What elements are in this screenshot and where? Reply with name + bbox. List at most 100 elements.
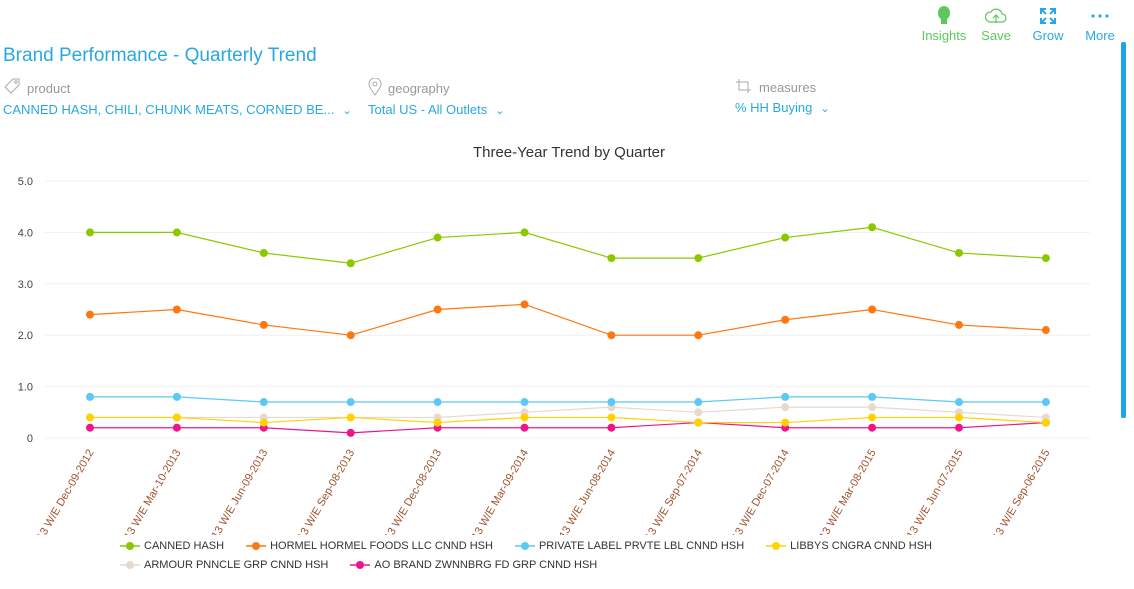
- data-point: [1041, 254, 1050, 263]
- legend-label: AO BRAND ZWNNBRG FD GRP CNND HSH: [374, 559, 598, 571]
- measures-filter: measures % HH Buying ⌄: [735, 78, 830, 115]
- chevron-down-icon: ⌄: [495, 105, 505, 117]
- data-point: [781, 403, 790, 412]
- legend-marker-icon: [514, 542, 535, 550]
- measures-dropdown[interactable]: % HH Buying ⌄: [735, 100, 830, 115]
- data-point: [172, 392, 181, 401]
- y-tick-label: 0: [27, 433, 33, 445]
- series-line: [89, 303, 1046, 336]
- data-point: [868, 392, 877, 401]
- data-point: [172, 228, 181, 237]
- x-tick-label: 13 W/E Jun-08-2014: [557, 448, 618, 536]
- data-point: [86, 228, 94, 237]
- data-point: [955, 248, 963, 257]
- data-point: [607, 254, 616, 263]
- y-tick-label: 1.0: [18, 382, 33, 394]
- data-point: [694, 331, 703, 340]
- geography-dropdown[interactable]: Total US - All Outlets ⌄: [368, 102, 504, 117]
- series-line: [90, 406, 1046, 419]
- series-line: [90, 226, 1046, 264]
- data-point: [868, 413, 877, 422]
- toolbar: Insights Save Grow More: [918, 4, 1126, 43]
- x-tick-label: 13 W/E Jun-07-2015: [905, 448, 966, 536]
- insights-button[interactable]: Insights: [918, 4, 970, 43]
- x-tick-label: 13 W/E Mar-09-2014: [470, 448, 531, 536]
- legend-item[interactable]: ARMOUR PNNCLE GRP CNND HSH: [120, 559, 328, 571]
- data-point: [433, 418, 442, 427]
- data-point: [172, 423, 181, 432]
- legend-label: ARMOUR PNNCLE GRP CNND HSH: [144, 559, 329, 571]
- data-point: [607, 423, 616, 432]
- scrollbar[interactable]: [1121, 42, 1126, 418]
- expand-icon: [1022, 4, 1074, 28]
- crop-icon: [735, 78, 753, 97]
- data-point: [781, 315, 790, 324]
- data-point: [520, 423, 529, 432]
- data-point: [607, 413, 616, 422]
- series-line: [90, 421, 1046, 434]
- legend-item[interactable]: PRIVATE LABEL PRVTE LBL CNND HSH: [514, 540, 745, 552]
- legend-item[interactable]: AO BRAND ZWNNBRG FD GRP CNND HSH: [350, 559, 597, 571]
- more-button[interactable]: More: [1074, 4, 1126, 43]
- geography-filter: geography Total US - All Outlets ⌄: [368, 77, 504, 117]
- data-point: [259, 398, 268, 407]
- chevron-down-icon: ⌄: [342, 105, 352, 117]
- data-point: [172, 413, 181, 422]
- data-point: [346, 428, 355, 437]
- grow-label: Grow: [1032, 28, 1064, 43]
- geography-value: Total US - All Outlets: [368, 102, 488, 117]
- chevron-down-icon: ⌄: [820, 103, 830, 115]
- y-tick-label: 2.0: [18, 330, 33, 342]
- lightbulb-icon: [918, 4, 970, 28]
- legend-label: CANNED HASH: [144, 540, 225, 552]
- measures-value: % HH Buying: [735, 100, 813, 115]
- x-tick-label: 13 W/E Dec-07-2014: [730, 448, 792, 536]
- x-tick-label: 13 W/E Sep-08-2013: [296, 448, 358, 536]
- data-point: [868, 403, 877, 412]
- y-tick-label: 4.0: [18, 227, 33, 239]
- legend-item[interactable]: CANNED HASH: [120, 540, 224, 552]
- data-point: [433, 305, 442, 314]
- page-title: Brand Performance - Quarterly Trend: [3, 45, 317, 66]
- data-point: [86, 392, 94, 401]
- data-point: [694, 408, 703, 417]
- data-point: [86, 310, 94, 319]
- data-point: [694, 418, 703, 427]
- product-value: CANNED HASH, CHILI, CHUNK MEATS, CORNED …: [3, 102, 335, 117]
- insights-label: Insights: [921, 28, 967, 43]
- chart-title: Three-Year Trend by Quarter: [473, 144, 665, 161]
- measures-label: measures: [759, 80, 817, 95]
- data-point: [172, 305, 181, 314]
- x-tick-label: 13 W/E Mar-10-2013: [122, 448, 183, 536]
- chart-legend: CANNED HASH HORMEL HORMEL FOODS LLC CNND …: [120, 540, 1020, 578]
- data-point: [1041, 398, 1050, 407]
- product-label: product: [27, 81, 71, 96]
- series-line: [90, 396, 1046, 403]
- data-point: [520, 413, 529, 422]
- product-dropdown[interactable]: CANNED HASH, CHILI, CHUNK MEATS, CORNED …: [3, 102, 352, 117]
- data-point: [520, 300, 529, 309]
- data-point: [607, 331, 616, 340]
- data-point: [259, 320, 268, 329]
- data-point: [86, 413, 94, 422]
- data-point: [520, 398, 529, 407]
- series-line: [90, 416, 1046, 424]
- legend-label: LIBBYS CNGRA CNND HSH: [790, 540, 932, 552]
- x-tick-label: 13 W/E Sep-07-2014: [643, 448, 705, 536]
- legend-marker-icon: [120, 542, 140, 550]
- more-label: More: [1085, 28, 1115, 43]
- legend-item[interactable]: HORMEL HORMEL FOODS LLC CNND HSH: [246, 540, 493, 552]
- tag-icon: [3, 78, 21, 99]
- data-point: [259, 418, 268, 427]
- x-tick-label: 13 W/E Mar-08-2015: [817, 448, 878, 536]
- data-point: [607, 398, 616, 407]
- legend-item[interactable]: LIBBYS CNGRA CNND HSH: [766, 540, 932, 552]
- legend-marker-icon: [120, 561, 140, 569]
- grow-button[interactable]: Grow: [1022, 4, 1074, 43]
- data-point: [955, 398, 963, 407]
- data-point: [781, 392, 790, 401]
- save-label: Save: [981, 28, 1011, 43]
- legend-label: PRIVATE LABEL PRVTE LBL CNND HSH: [538, 540, 745, 552]
- data-point: [781, 418, 790, 427]
- save-button[interactable]: Save: [970, 4, 1022, 43]
